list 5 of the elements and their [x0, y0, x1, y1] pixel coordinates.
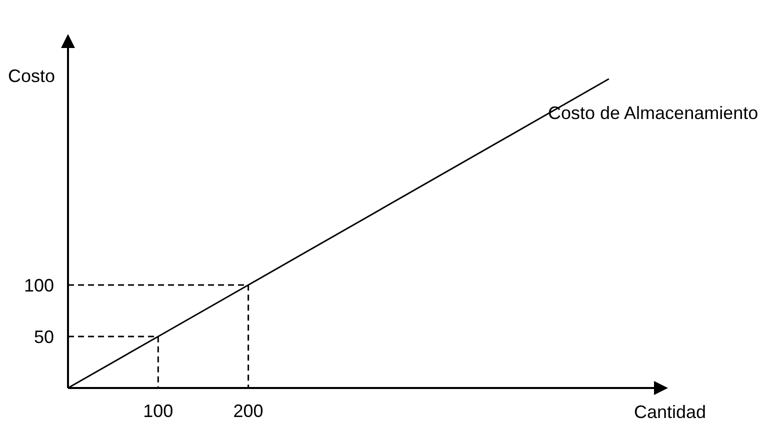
- x-axis-title: Cantidad: [634, 402, 706, 423]
- y-tick-label: 50: [34, 326, 54, 347]
- y-axis-title: Costo: [8, 66, 56, 87]
- x-tick-label: 200: [233, 400, 264, 421]
- annotation: Costo de Almacenamiento: [548, 103, 758, 124]
